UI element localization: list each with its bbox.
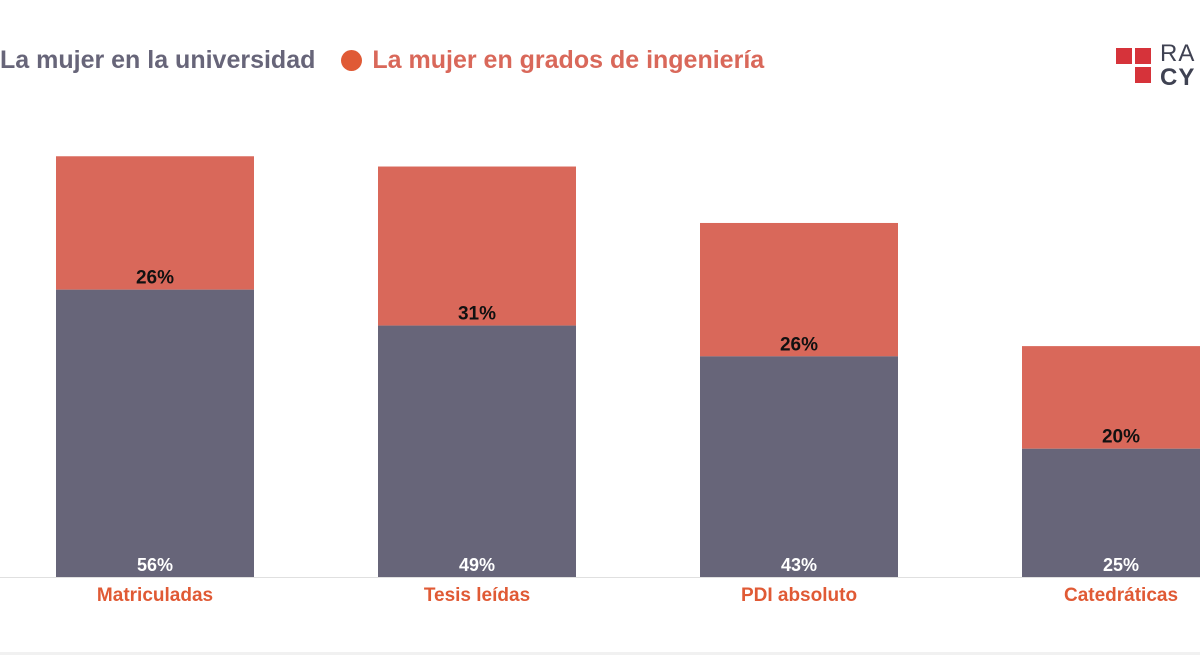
- legend-item-engineering: La mujer en grados de ingeniería: [341, 46, 764, 75]
- bottom-divider: [0, 652, 1200, 655]
- legend-item-university: La mujer en la universidad: [0, 46, 315, 75]
- bar-university-2: [700, 356, 898, 577]
- data-label-engineering-1: 31%: [458, 304, 496, 325]
- logo-text-line2: CY: [1160, 64, 1196, 91]
- category-label-1: Tesis leídas: [424, 585, 530, 606]
- brand-logo: RA CY: [1116, 44, 1200, 92]
- bar-engineering-3: [1022, 346, 1200, 449]
- logo-text: RA CY: [1160, 44, 1195, 90]
- category-label-3: Catedráticas: [1064, 585, 1178, 606]
- data-label-university-2: 43%: [781, 555, 817, 575]
- legend-label-engineering: La mujer en grados de ingeniería: [372, 45, 765, 74]
- data-label-engineering-0: 26%: [136, 268, 174, 289]
- logo-squares-icon: [1116, 48, 1152, 84]
- bar-university-1: [378, 325, 576, 577]
- data-label-university-1: 49%: [459, 555, 495, 575]
- bar-university-3: [1022, 448, 1200, 577]
- data-label-engineering-2: 26%: [780, 334, 818, 355]
- logo-text-line1: RA: [1160, 44, 1196, 67]
- category-label-2: PDI absoluto: [741, 585, 857, 606]
- chart-legend: La mujer en la universidad La mujer en g…: [0, 42, 764, 78]
- category-label-0: Matriculadas: [97, 585, 213, 606]
- data-label-engineering-3: 20%: [1102, 427, 1140, 448]
- data-label-university-3: 25%: [1103, 555, 1139, 575]
- legend-label-university: La mujer en la universidad: [0, 45, 316, 74]
- bar-university-0: [56, 289, 254, 577]
- data-label-university-0: 56%: [137, 555, 173, 575]
- bar-engineering-0: [56, 156, 254, 290]
- bar-engineering-1: [378, 166, 576, 326]
- legend-dot-engineering-icon: [341, 49, 363, 71]
- bar-engineering-2: [700, 222, 898, 357]
